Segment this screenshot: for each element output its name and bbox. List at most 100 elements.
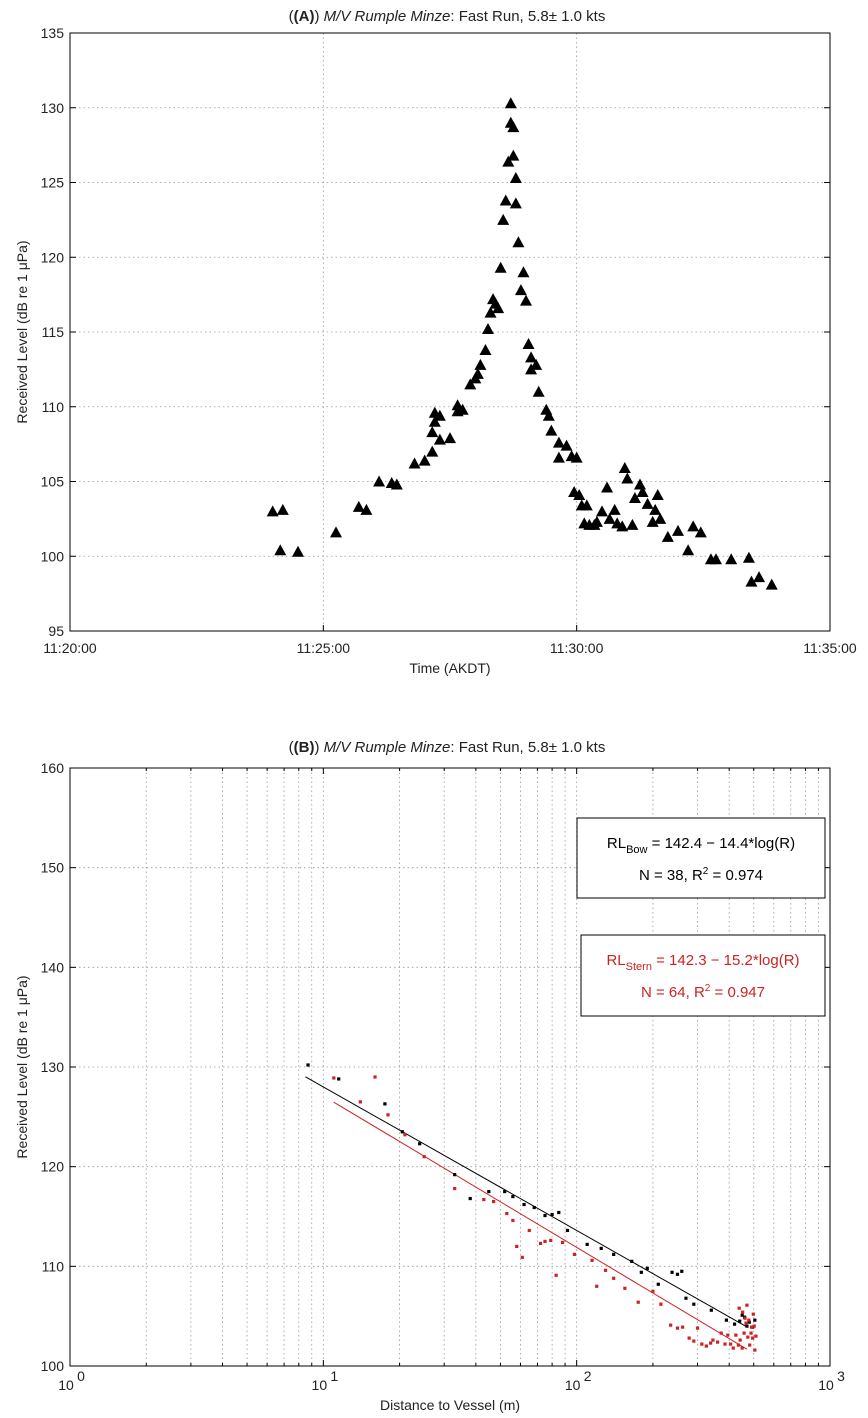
bow-data-point	[306, 1063, 310, 1067]
bow-data-point	[599, 1246, 603, 1250]
panel-a-ytick-label: 95	[48, 623, 64, 639]
stern-data-point	[741, 1310, 745, 1314]
bow-data-point	[453, 1173, 457, 1177]
stern-data-point	[527, 1228, 531, 1233]
panel-a-data-point	[464, 378, 477, 390]
panel-a-data-point	[542, 409, 555, 421]
bow-data-point	[532, 1205, 536, 1210]
stern-data-point	[754, 1334, 758, 1338]
stern-data-point	[723, 1342, 727, 1346]
bow-data-point	[732, 1322, 737, 1326]
panel-a-data-point	[507, 121, 520, 133]
legend-stern-stats-sup: 2	[705, 983, 711, 994]
panel-a-data-point	[628, 491, 641, 503]
stern-data-point	[675, 1326, 680, 1330]
bow-data-point	[487, 1189, 491, 1194]
bow-data-point	[745, 1324, 749, 1328]
legend-stern: RLStern = 142.3 − 15.2*log(R) N = 64, R2…	[580, 934, 826, 1017]
panel-b-ytick-label: 130	[41, 1059, 65, 1075]
stern-data-point	[651, 1289, 655, 1293]
panel-a-title-label: (A)	[294, 8, 315, 25]
stern-data-point	[453, 1186, 457, 1191]
panel-b-title-rest: : Fast Run, 5.8± 1.0 kts	[450, 739, 605, 756]
panel-b-data-points	[306, 1063, 758, 1352]
panel-a-data-point	[608, 503, 621, 515]
stern-data-point	[747, 1318, 751, 1322]
panel-a-data-point	[552, 451, 565, 463]
stern-data-point	[746, 1335, 750, 1339]
panel-a-data-point	[492, 302, 505, 314]
stern-data-point	[751, 1336, 755, 1340]
panel-b-ytick-label: 100	[41, 1358, 65, 1374]
legend-bow-stats-a: N = 38, R	[639, 867, 703, 884]
panel-a-xtick-label: 11:20:00	[43, 640, 97, 656]
bow-data-point	[670, 1270, 674, 1274]
bow-data-point	[709, 1308, 713, 1312]
stern-data-point	[590, 1258, 594, 1262]
legend-bow-sub: Bow	[626, 844, 647, 856]
bow-data-point	[585, 1242, 589, 1247]
stern-data-point	[669, 1323, 673, 1327]
legend-stern-stats-b: = 0.947	[710, 984, 765, 1001]
stern-data-point	[332, 1076, 336, 1080]
panel-a-data-point	[682, 544, 695, 556]
bow-data-point	[630, 1259, 634, 1263]
panel-a-data-point	[499, 194, 512, 206]
stern-data-point	[623, 1286, 627, 1290]
stern-data-point	[373, 1075, 377, 1079]
bow-data-point	[522, 1202, 526, 1207]
panel-a-data-point	[603, 512, 616, 524]
legend-bow-box	[576, 817, 826, 899]
stern-data-point	[681, 1325, 685, 1329]
bow-data-point	[612, 1252, 616, 1256]
stern-data-point	[511, 1218, 515, 1223]
panel-b-xtick-exponent: 3	[837, 1368, 845, 1384]
legend-stern-box	[580, 934, 826, 1017]
stern-data-point	[482, 1197, 486, 1202]
panel-a-data-point	[426, 445, 439, 457]
bow-data-point	[557, 1210, 561, 1215]
bow-data-point	[503, 1189, 507, 1194]
stern-data-point	[403, 1133, 407, 1137]
stern-data-point	[753, 1348, 757, 1352]
stern-data-point	[737, 1306, 741, 1310]
panel-a-data-point	[672, 524, 684, 536]
legend-bow-stats-sup: 2	[703, 866, 709, 877]
panel-a-data-point	[753, 571, 766, 583]
stern-data-point	[520, 1255, 524, 1259]
panel-a-time-series: ((A)) M/V Rumple Minze: Fast Run, 5.8± 1…	[14, 8, 857, 676]
panel-a-xtick-label: 11:30:00	[550, 640, 604, 656]
panel-a-data-point	[330, 526, 342, 538]
panel-a-ytick-label: 120	[41, 249, 65, 265]
panel-a-ytick-label: 110	[42, 399, 65, 415]
panel-a-title-rest: : Fast Run, 5.8± 1.0 kts	[450, 8, 605, 25]
panel-a-data-point	[408, 457, 421, 469]
stern-data-point	[748, 1343, 752, 1347]
stern-data-point	[515, 1244, 519, 1248]
panel-a-data-point	[618, 462, 631, 474]
stern-data-point	[595, 1284, 599, 1288]
panel-a-title: ((A)) M/V Rumple Minze: Fast Run, 5.8± 1…	[289, 8, 606, 25]
panel-a-x-axis-label: Time (AKDT)	[409, 660, 490, 676]
bow-data-point	[511, 1194, 515, 1199]
panel-a-data-point	[742, 551, 755, 563]
panel-a-data-point	[274, 544, 287, 556]
panel-a-data-point	[471, 367, 484, 379]
panel-a-data-point	[517, 266, 530, 278]
panel-b-xtick-exponent: 0	[77, 1368, 85, 1384]
bow-data-point	[337, 1077, 341, 1081]
panel-a-ytick-label: 135	[41, 25, 65, 41]
stern-data-point	[738, 1338, 742, 1342]
stern-data-point	[422, 1155, 426, 1159]
stern-data-point	[505, 1211, 509, 1216]
panel-b-ytick-label: 140	[41, 959, 65, 975]
stern-data-point	[749, 1325, 754, 1329]
panel-b-ytick-label: 150	[41, 860, 65, 876]
stern-data-point	[554, 1273, 558, 1277]
panel-b-xtick-exponent: 2	[584, 1368, 592, 1384]
panel-a-data-point	[570, 451, 583, 463]
stern-data-point	[728, 1342, 733, 1346]
panel-a-data-point	[502, 155, 515, 167]
stern-data-point	[636, 1300, 640, 1304]
panel-a-data-point	[560, 439, 573, 451]
